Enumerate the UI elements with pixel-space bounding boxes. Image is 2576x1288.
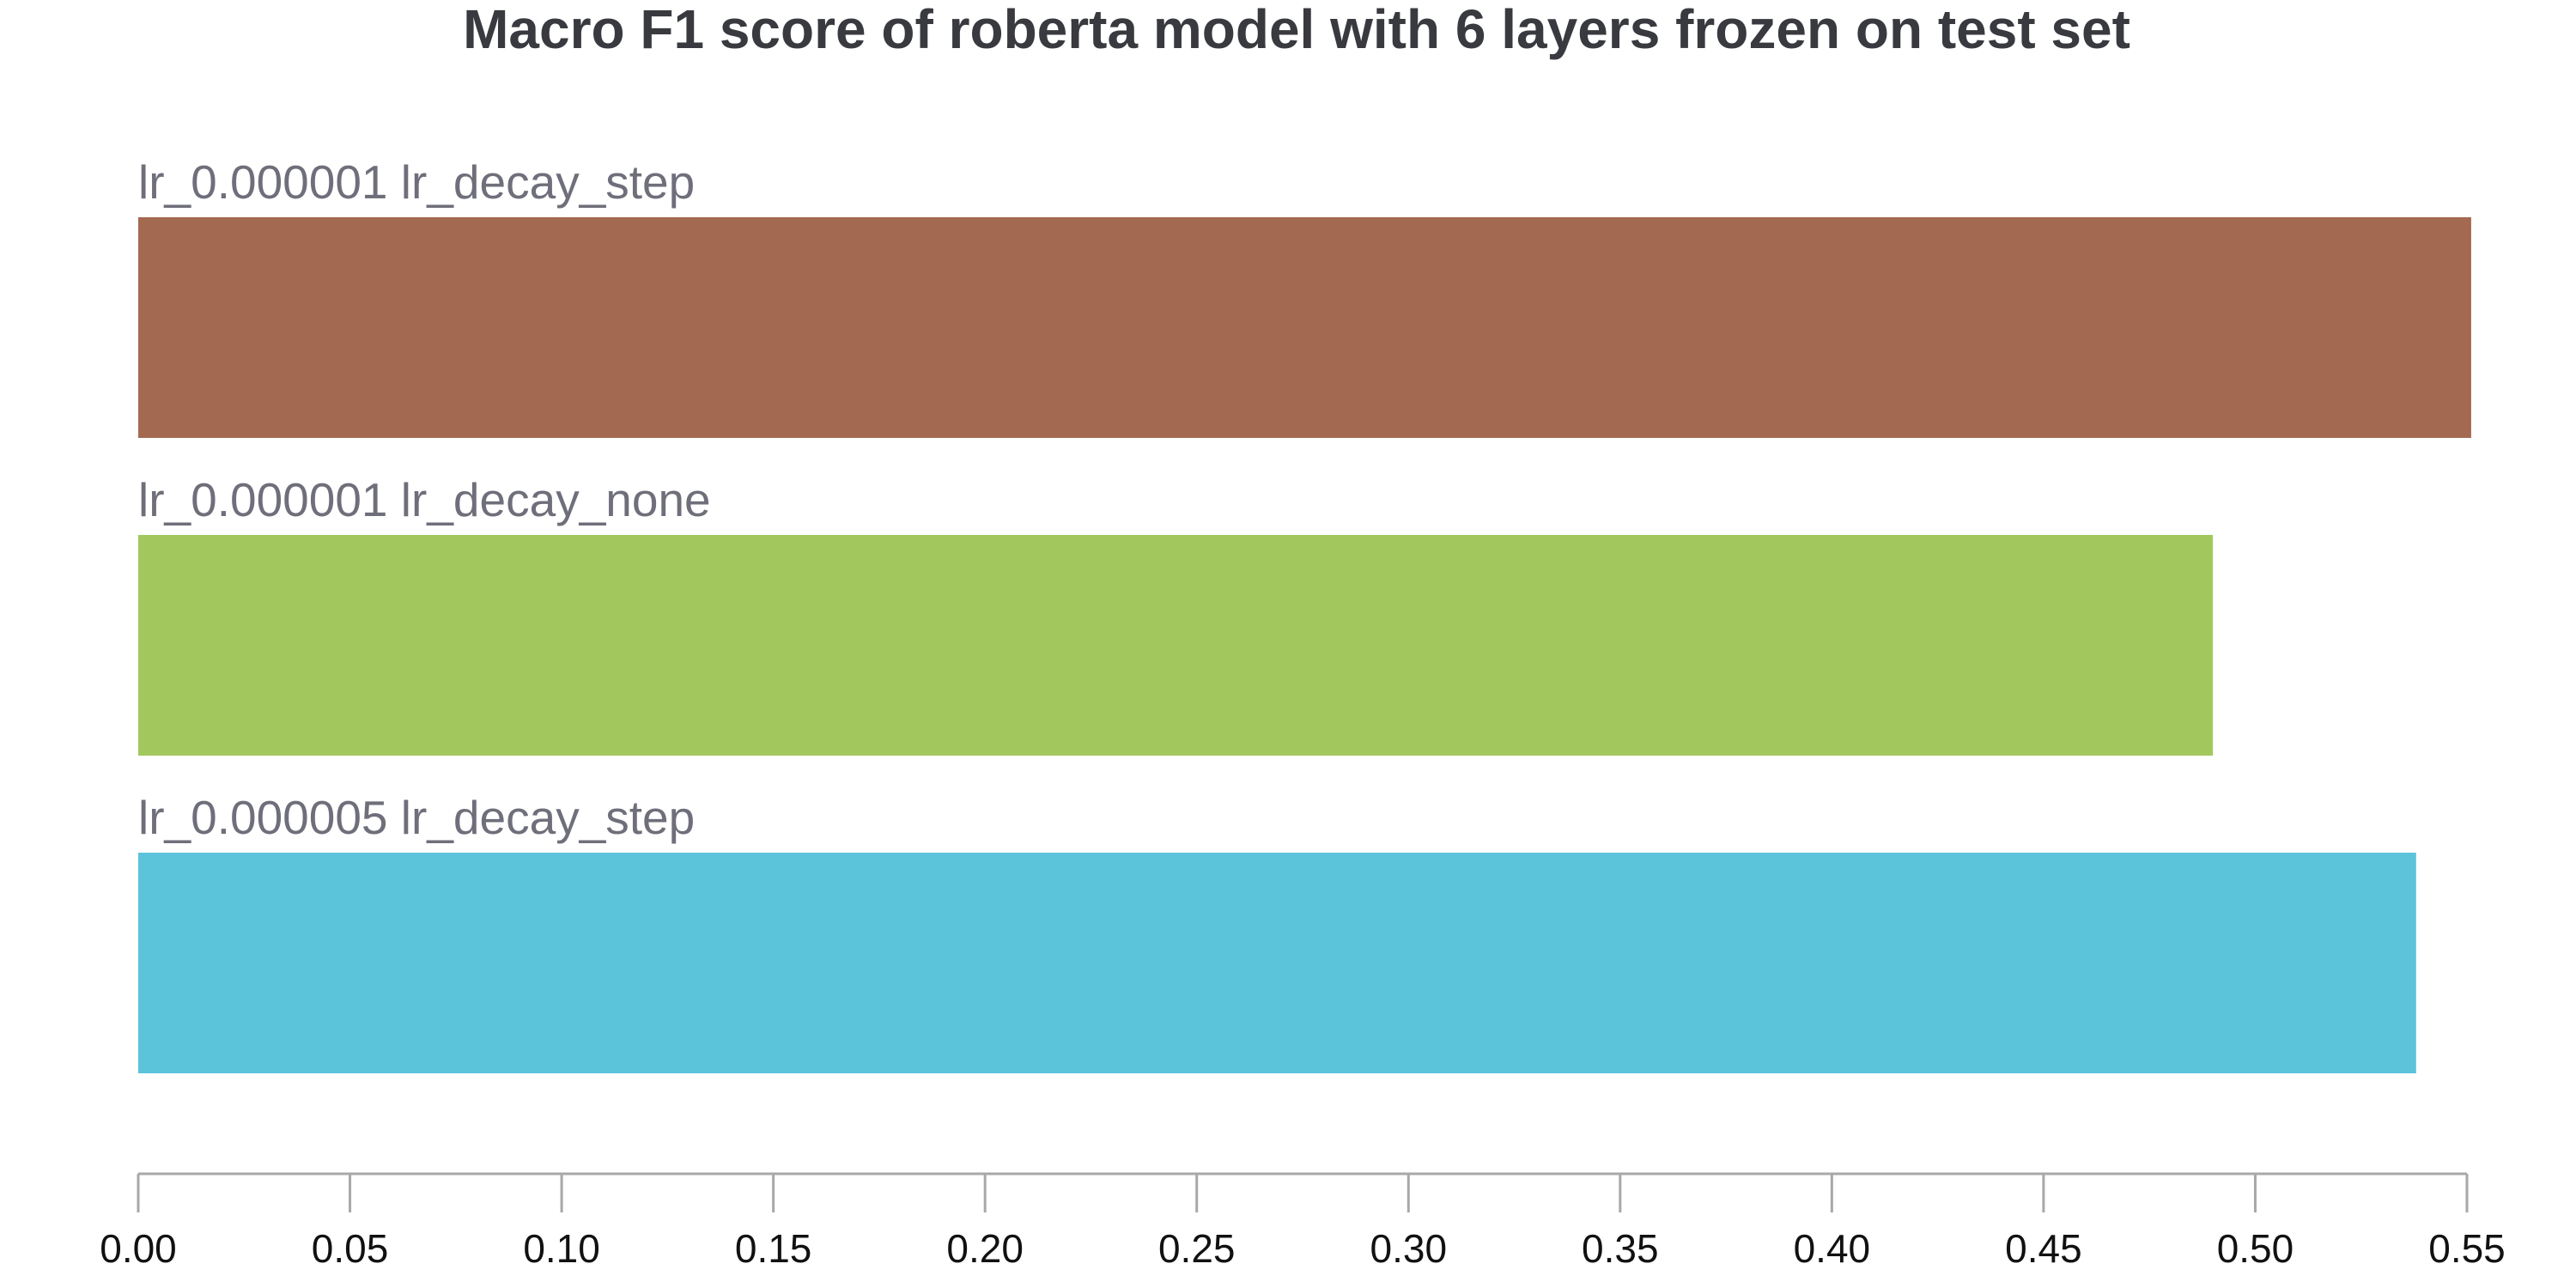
x-tick-label: 0.30 — [1370, 1226, 1448, 1271]
x-tick-label: 0.45 — [2005, 1226, 2082, 1271]
x-tick-label: 0.40 — [1794, 1226, 1871, 1271]
bar-3 — [138, 853, 2416, 1073]
chart-title: Macro F1 score of roberta model with 6 l… — [463, 0, 2130, 60]
x-axis: 0.00 0.05 0.10 0.15 0.20 0.25 0.30 0.35 0.40 0.45… — [100, 1172, 2506, 1271]
x-tick-label: 0.35 — [1582, 1226, 1659, 1271]
x-tick-label: 0.10 — [523, 1226, 600, 1271]
bar-label-2: lr_0.000001 lr_decay_none — [138, 473, 711, 526]
x-tick-label: 0.25 — [1158, 1226, 1236, 1271]
bar-1 — [138, 217, 2471, 438]
x-tick-label: 0.20 — [946, 1226, 1024, 1271]
bar-2 — [138, 535, 2214, 756]
x-tick-label: 0.50 — [2217, 1226, 2294, 1271]
bar-label-1: lr_0.000001 lr_decay_step — [138, 155, 695, 209]
x-tick-label: 0.00 — [100, 1226, 177, 1271]
x-tick-label: 0.15 — [735, 1226, 812, 1271]
bars-group: lr_0.000001 lr_decay_step lr_0.000001 lr_… — [138, 155, 2471, 1073]
x-tick-label: 0.55 — [2428, 1226, 2506, 1271]
x-tick-label: 0.05 — [312, 1226, 389, 1271]
bar-label-3: lr_0.000005 lr_decay_step — [138, 791, 695, 844]
